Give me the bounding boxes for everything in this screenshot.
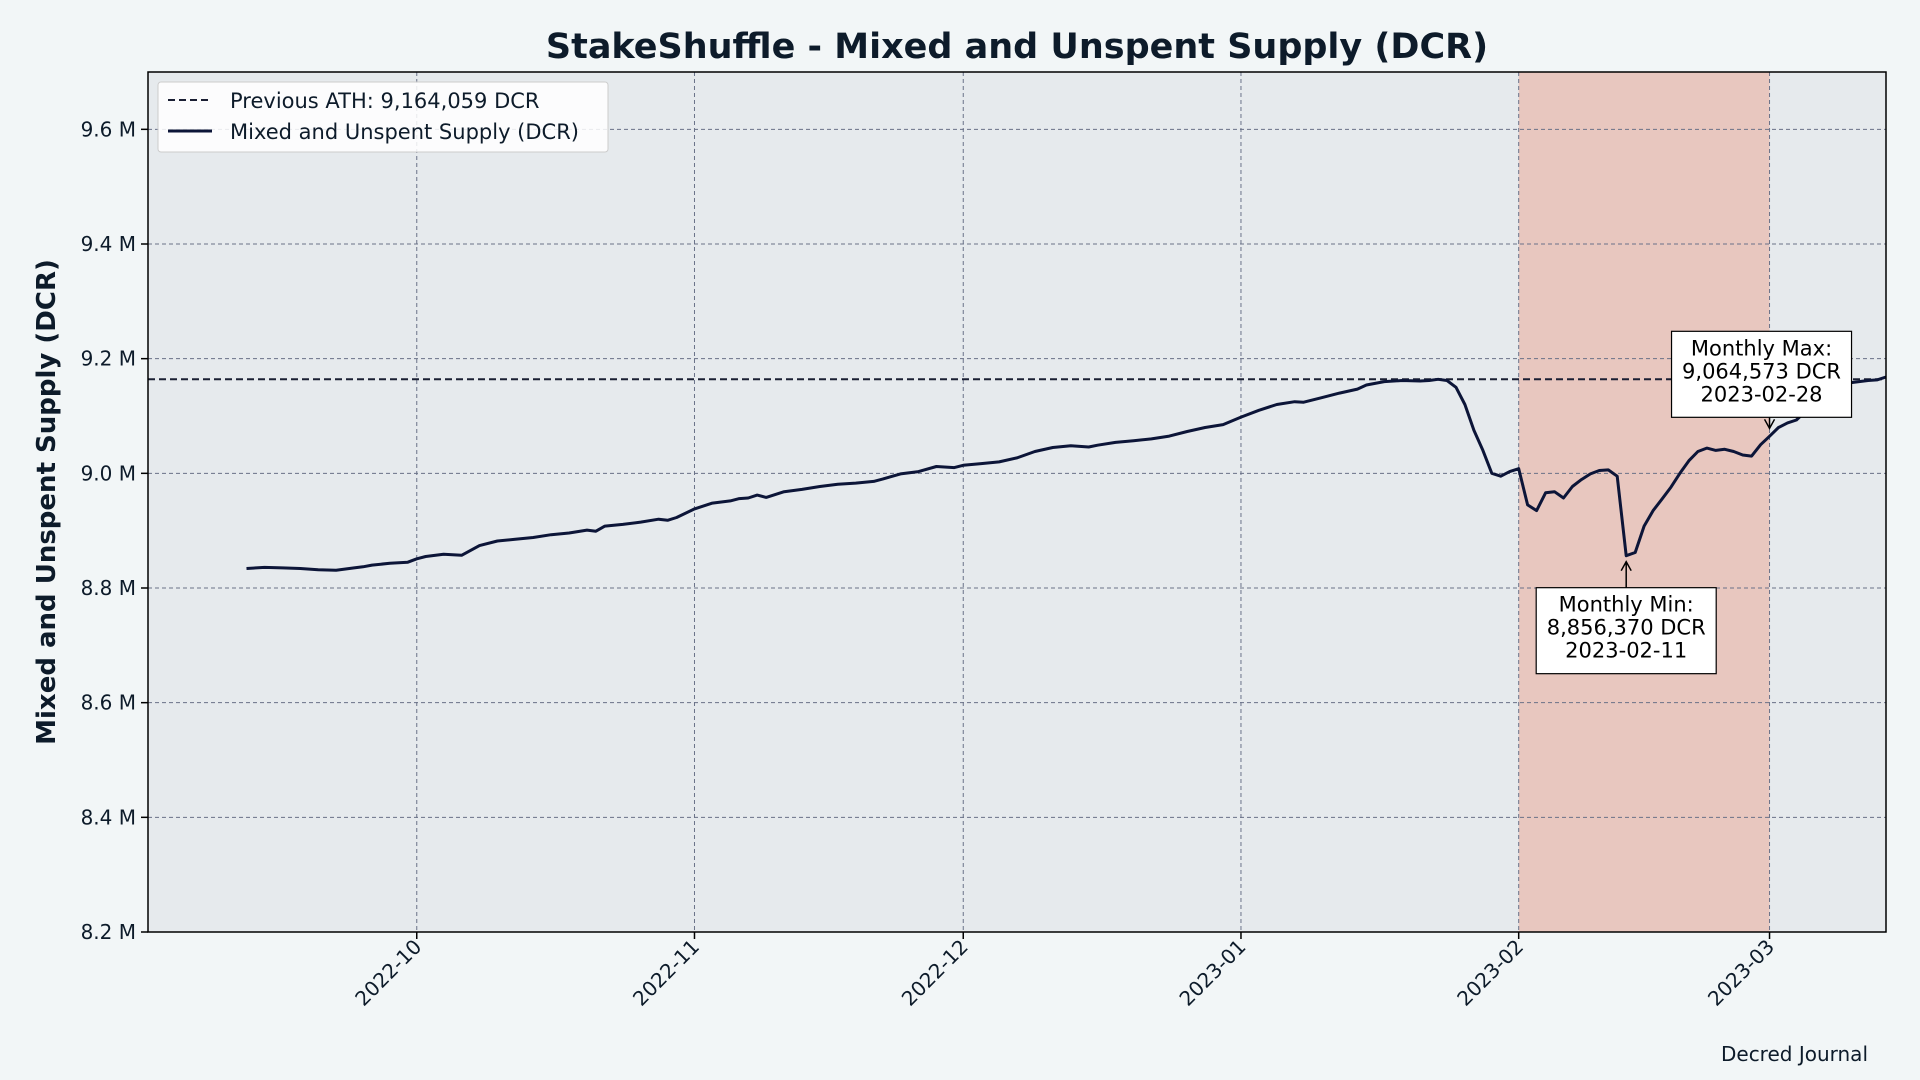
x-tick-label: 2022-11	[628, 935, 704, 1011]
plot-area	[147, 71, 1887, 933]
x-axis: 2022-10 2022-11 2022-12 2023-01 2023-02 2023-…	[350, 932, 1779, 1011]
highlight-band	[1518, 72, 1770, 932]
plot-frame	[147, 71, 1887, 933]
y-tick-label: 8.8 M	[81, 576, 136, 600]
monthly-min-text-line: 8,856,370 DCR	[1547, 616, 1706, 640]
series-line	[246, 375, 1887, 572]
y-tick-label: 9.0 M	[81, 461, 136, 485]
y-tick-label: 8.4 M	[81, 805, 136, 829]
monthly-min-text-line: 2023-02-11	[1565, 639, 1687, 663]
x-tick-label: 2022-12	[897, 935, 973, 1011]
chart-title: StakeShuffle - Mixed and Unspent Supply …	[546, 27, 1488, 67]
x-tick-label: 2023-01	[1174, 935, 1250, 1011]
footer-credit: Decred Journal	[1721, 1042, 1868, 1066]
monthly-min-text-line: Monthly Min:	[1559, 593, 1694, 617]
x-tick-label: 2022-10	[350, 935, 426, 1011]
y-tick-label: 8.6 M	[81, 691, 136, 715]
y-axis-label: Mixed and Unspent Supply (DCR)	[32, 259, 62, 745]
monthly-max-text-line: 9,064,573 DCR	[1682, 359, 1841, 383]
x-tick-label: 2023-02	[1452, 935, 1528, 1011]
annotations: Monthly Min:8,856,370 DCR2023-02-11Month…	[1535, 330, 1853, 675]
y-axis: 8.2 M 8.4 M 8.6 M 8.8 M 9.0 M 9.2 M 9.4 M 9.6 M	[81, 117, 148, 944]
monthly-min-box	[1535, 587, 1717, 675]
monthly-max-text-line: Monthly Max:	[1691, 336, 1832, 360]
monthly-max-arrowhead	[1763, 418, 1776, 430]
monthly-max-box	[1670, 330, 1853, 418]
legend-box	[157, 81, 609, 153]
grid	[148, 72, 1886, 933]
y-tick-label: 9.2 M	[81, 347, 136, 371]
legend-entry-series: Mixed and Unspent Supply (DCR)	[230, 120, 579, 144]
x-tick-label: 2023-03	[1703, 935, 1779, 1011]
y-tick-label: 9.6 M	[81, 117, 136, 141]
legend-entry-reference: Previous ATH: 9,164,059 DCR	[230, 89, 540, 113]
monthly-min-arrowhead	[1620, 560, 1632, 572]
y-tick-label: 9.4 M	[81, 232, 136, 256]
monthly-max-text-line: 2023-02-28	[1701, 382, 1823, 406]
legend: Previous ATH: 9,164,059 DCR Mixed and Un…	[157, 81, 609, 153]
y-tick-label: 8.2 M	[81, 920, 136, 944]
